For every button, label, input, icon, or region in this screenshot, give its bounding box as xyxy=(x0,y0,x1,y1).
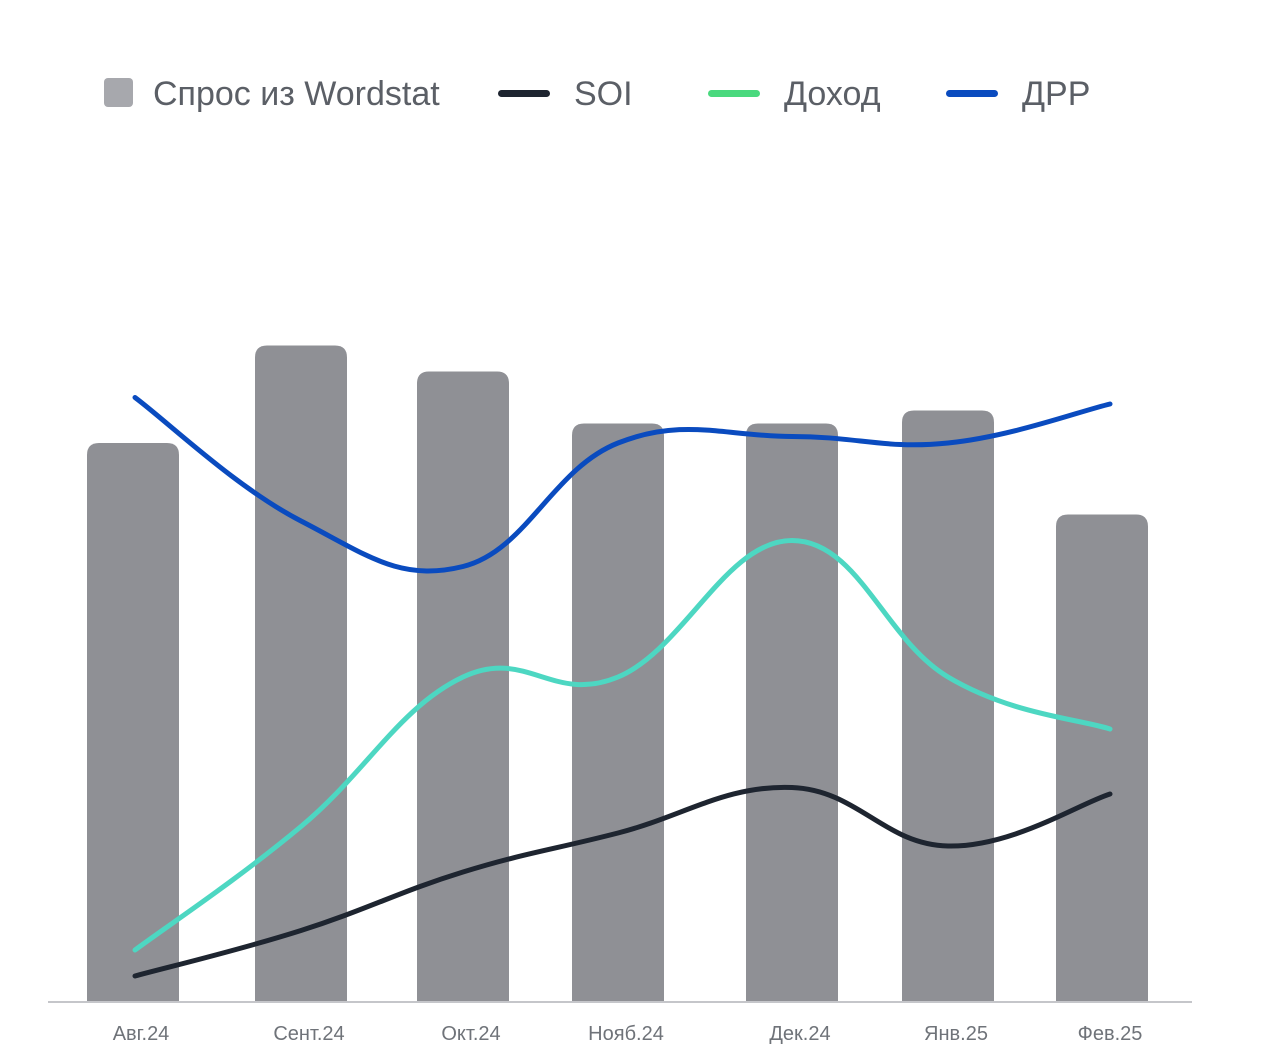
x-tick-label: Авг.24 xyxy=(113,1023,170,1045)
legend-swatch-line-icon xyxy=(946,90,998,97)
x-tick-label: Нояб.24 xyxy=(588,1023,664,1045)
legend-item-2[interactable]: SOI xyxy=(498,75,633,113)
legend-swatch-line-icon xyxy=(498,90,550,97)
legend-swatch-square-icon xyxy=(104,78,133,107)
bar-окт-24 xyxy=(417,371,509,1002)
legend-label: Доход xyxy=(784,75,881,113)
lines-layer xyxy=(132,395,1113,979)
series-line-2 xyxy=(132,538,1113,953)
bar-янв-25 xyxy=(902,410,994,1002)
bar-фев-25 xyxy=(1056,514,1148,1002)
bar-авг-24 xyxy=(87,443,179,1002)
legend-item-1[interactable]: Спрос из Wordstat xyxy=(104,75,440,113)
series-line-1 xyxy=(132,784,1113,979)
legend-label: SOI xyxy=(574,75,633,113)
legend-label: ДРР xyxy=(1022,75,1090,113)
bar-сент-24 xyxy=(255,345,347,1002)
x-tick-label: Дек.24 xyxy=(769,1023,830,1045)
x-axis-ticks: Авг.24 Сент.24 Окт.24 Нояб.24 Дек.24 Янв.25 Фе… xyxy=(113,1023,1143,1045)
series-line-3 xyxy=(132,395,1113,574)
x-tick-label: Окт.24 xyxy=(441,1023,500,1045)
legend-item-4[interactable]: ДРР xyxy=(946,75,1090,113)
legend-swatch-line-icon xyxy=(708,90,760,97)
legend-item-3[interactable]: Доход xyxy=(708,75,881,113)
x-tick-label: Янв.25 xyxy=(924,1023,988,1045)
legend: Спрос из Wordstat SOI Доход ДРР xyxy=(104,75,1090,113)
x-tick-label: Сент.24 xyxy=(273,1023,344,1045)
x-tick-label: Фев.25 xyxy=(1078,1023,1143,1045)
bar-нояб-24 xyxy=(572,423,664,1002)
bar-дек-24 xyxy=(746,423,838,1002)
legend-label: Спрос из Wordstat xyxy=(153,75,440,113)
